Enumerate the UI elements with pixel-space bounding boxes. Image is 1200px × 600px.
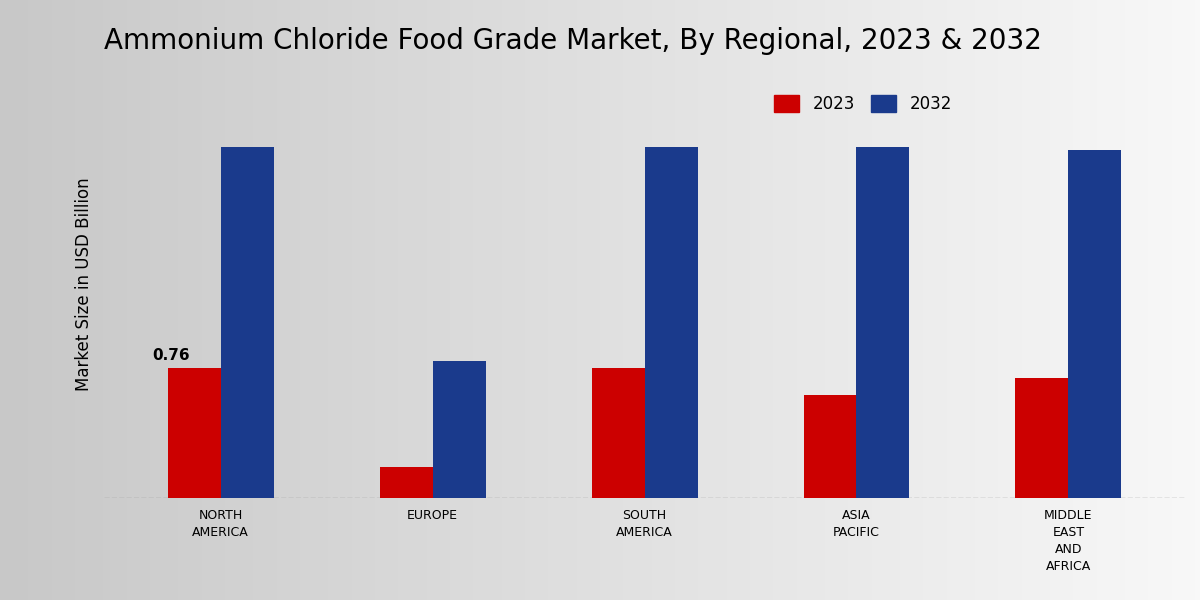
Bar <box>644 147 697 498</box>
Text: Ammonium Chloride Food Grade Market, By Regional, 2023 & 2032: Ammonium Chloride Food Grade Market, By … <box>104 27 1042 55</box>
Bar <box>857 147 910 498</box>
Bar <box>221 147 274 498</box>
Bar <box>1068 151 1122 498</box>
Text: 0.76: 0.76 <box>151 347 190 362</box>
Bar <box>433 361 486 498</box>
Bar <box>1015 378 1068 498</box>
Bar <box>804 395 857 498</box>
Bar <box>168 368 221 498</box>
Bar <box>592 368 644 498</box>
Legend: 2023, 2032: 2023, 2032 <box>766 87 960 122</box>
Y-axis label: Market Size in USD Billion: Market Size in USD Billion <box>74 177 94 391</box>
Bar <box>379 467 433 498</box>
